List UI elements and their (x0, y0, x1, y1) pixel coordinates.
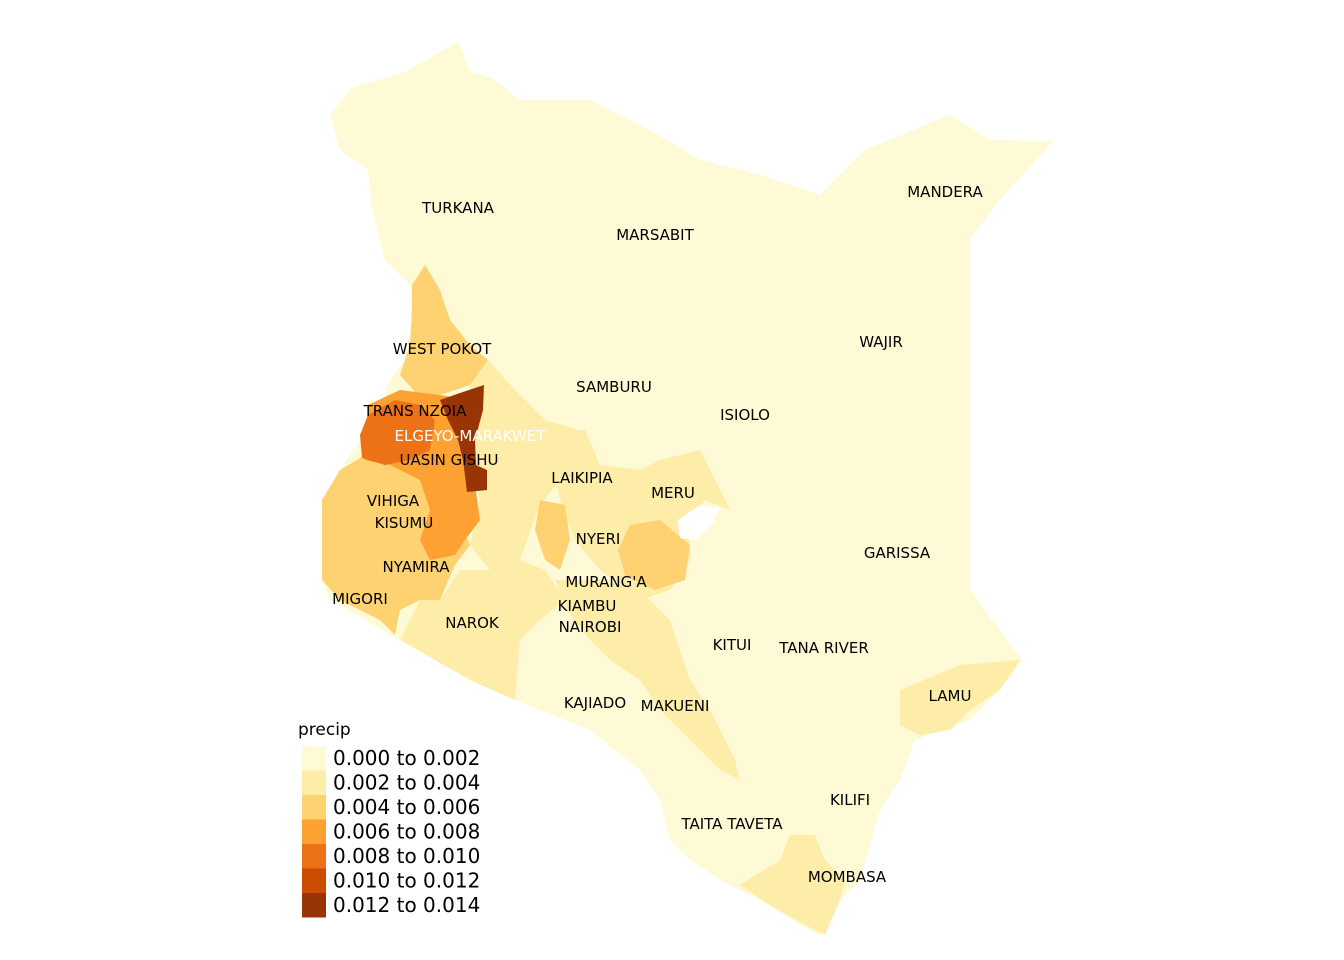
legend-label: 0.010 to 0.012 (333, 869, 480, 893)
county-label: KILIFI (830, 791, 870, 809)
county-narok (400, 560, 565, 700)
legend-label: 0.002 to 0.004 (333, 771, 480, 795)
county-western (322, 455, 470, 635)
county-label: TURKANA (421, 199, 495, 217)
county-label: GARISSA (864, 544, 931, 562)
county-kwale (740, 835, 845, 935)
county-label: UASIN GISHU (399, 451, 498, 469)
county-lamu (900, 660, 1020, 735)
county-label: MIGORI (332, 590, 388, 608)
county-label: SAMBURU (576, 378, 652, 396)
legend-swatch (302, 868, 326, 893)
legend-swatch (302, 770, 326, 795)
county-label: WEST POKOT (393, 340, 492, 358)
legend-label: 0.008 to 0.010 (333, 844, 480, 868)
county-label: MOMBASA (808, 868, 887, 886)
county-turkana (330, 42, 520, 280)
county-label: MARSABIT (616, 226, 694, 244)
county-label: MERU (651, 484, 695, 502)
county-nyandarua (535, 500, 570, 570)
legend-swatch (302, 893, 326, 918)
county-label: TANA RIVER (778, 639, 869, 657)
county-label: KAJIADO (564, 694, 626, 712)
county-label: MANDERA (907, 183, 983, 201)
county-label: NYERI (576, 530, 621, 548)
legend-label: 0.000 to 0.002 (333, 746, 480, 770)
county-embu (618, 520, 690, 590)
county-label: LAMU (929, 687, 972, 705)
county-label: TAITA TAVETA (680, 815, 783, 833)
county-elgeyo-marakwet (440, 385, 487, 492)
county-label: KITUI (713, 636, 752, 654)
county-label: VIHIGA (367, 492, 420, 510)
county-label: NYAMIRA (383, 558, 451, 576)
county-samburu-baringo (465, 360, 590, 570)
legend-title: precip (298, 720, 351, 740)
legend-swatch (302, 819, 326, 844)
legend-swatch (302, 746, 326, 771)
county-label: WAJIR (859, 333, 903, 351)
county-makueni (555, 580, 740, 780)
county-label: TRANS NZOIA (363, 402, 467, 420)
legend-label: 0.004 to 0.006 (333, 795, 480, 819)
county-label: MURANG'A (565, 573, 647, 591)
county-label: ISIOLO (720, 406, 770, 424)
county-west-pokot (400, 265, 488, 395)
lake-hole (678, 505, 720, 540)
legend-swatch (302, 795, 326, 820)
county-label: ELGEYO-MARAKWET (395, 427, 547, 445)
county-label: KIAMBU (558, 597, 617, 615)
legend-label: 0.006 to 0.008 (333, 820, 480, 844)
county-polygons (322, 42, 1053, 935)
legend-swatch (302, 844, 326, 869)
county-label: NAIROBI (559, 618, 622, 636)
county-labels: TURKANA MARSABIT MANDERA WAJIR WEST POKOT SAM… (332, 183, 983, 886)
county-label: KISUMU (375, 514, 434, 532)
legend-label: 0.012 to 0.014 (333, 893, 480, 917)
county-label: MAKUENI (641, 697, 710, 715)
county-label: NAROK (445, 614, 500, 632)
county-nandi (360, 400, 435, 465)
county-label: LAIKIPIA (551, 469, 613, 487)
